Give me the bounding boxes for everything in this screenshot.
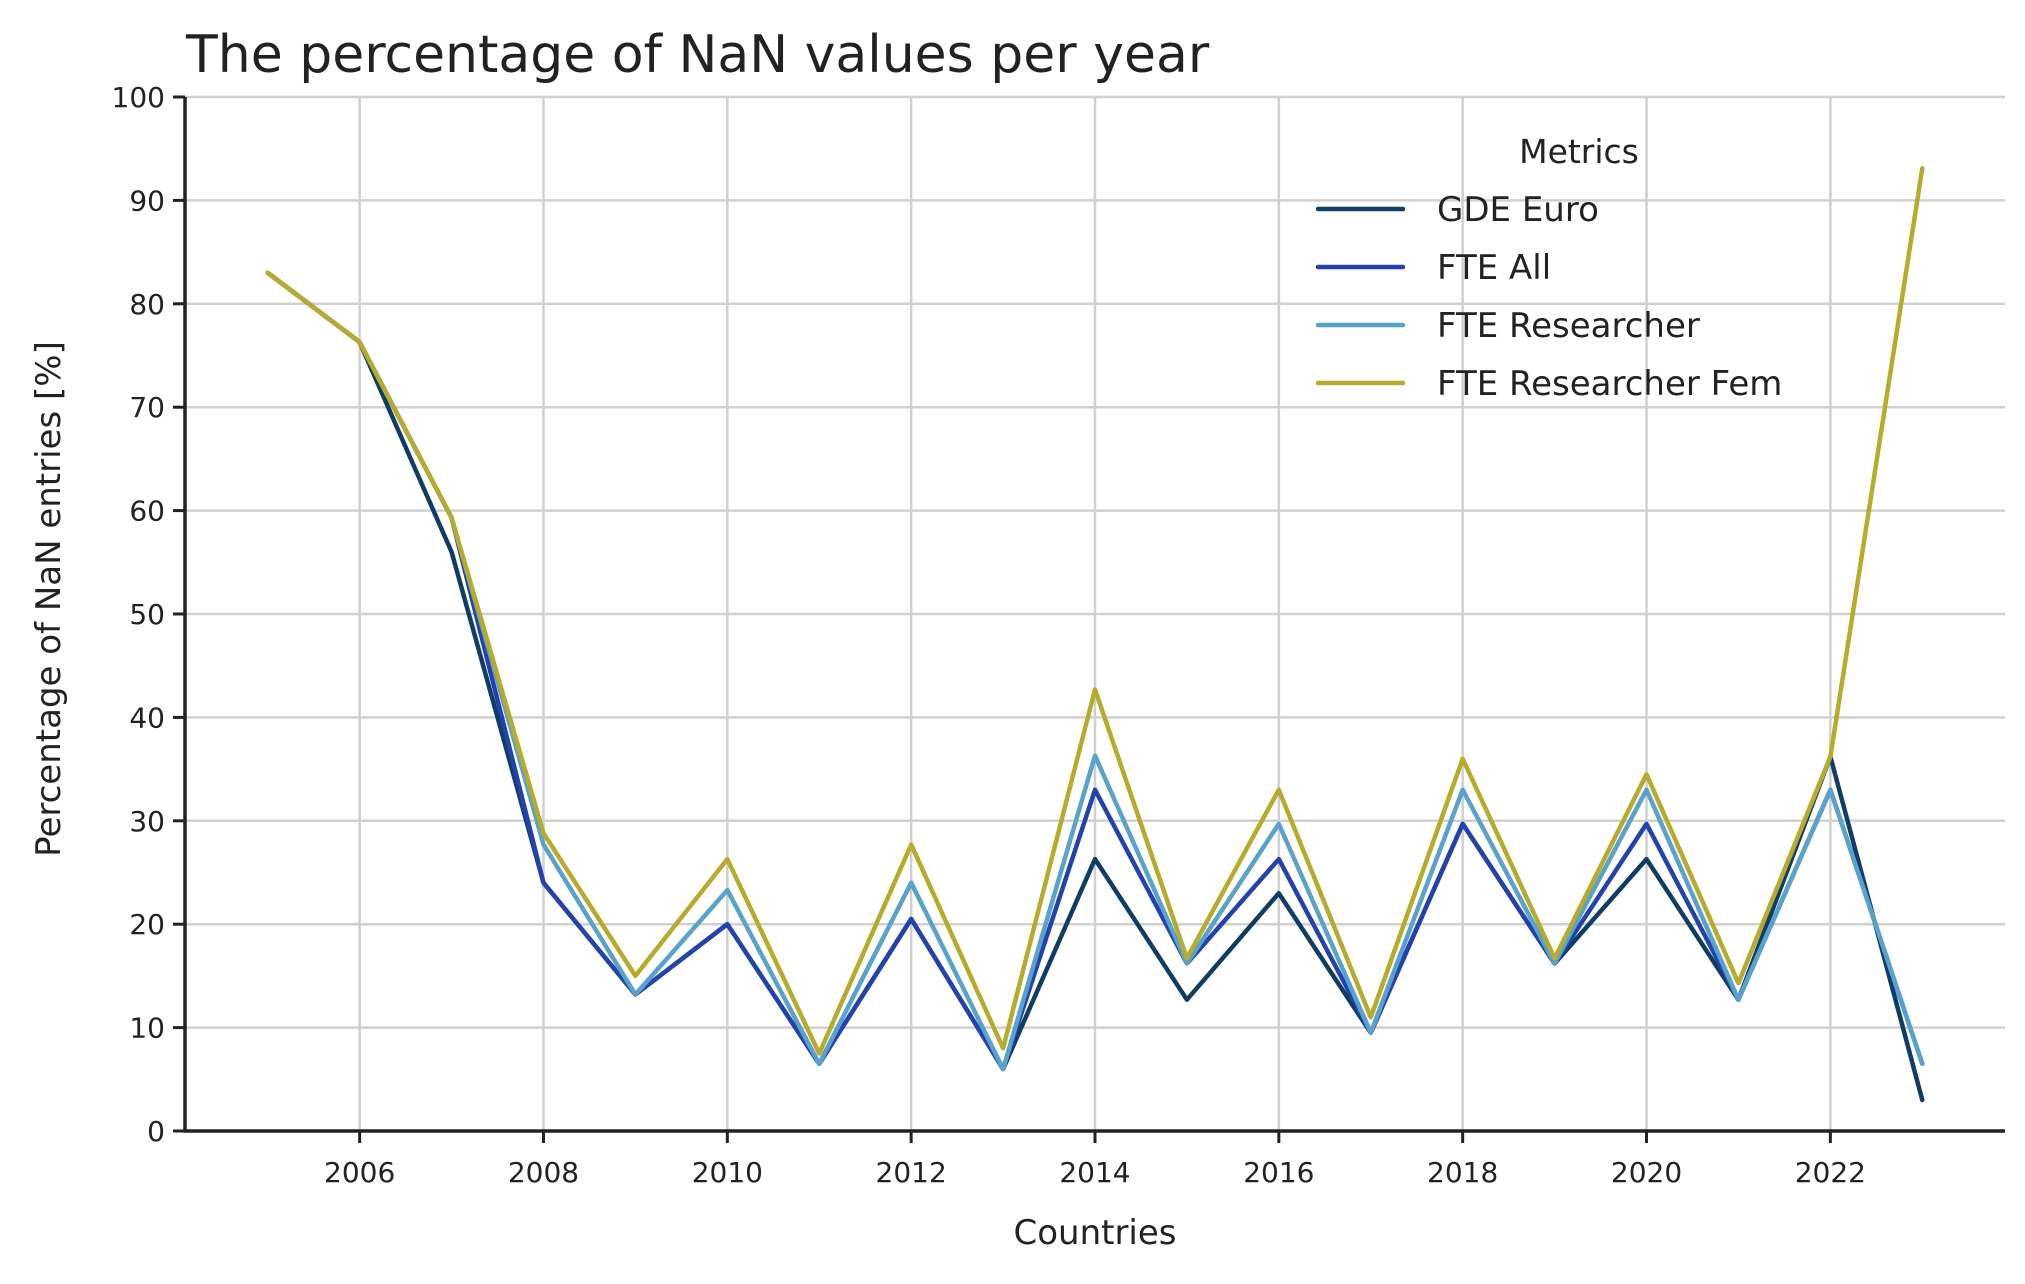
y-tick-label: 100 [112, 81, 165, 114]
y-tick-label: 20 [129, 908, 165, 941]
x-tick-label: 2014 [1059, 1156, 1130, 1189]
legend-label: FTE Researcher [1437, 306, 1700, 346]
legend-title: Metrics [1519, 132, 1639, 171]
y-tick-label: 70 [129, 391, 165, 424]
ticks: 0 10 20 30 40 50 60 70 80 90 100 2006 2008 2010 2012 20… [112, 81, 1866, 1189]
x-axis-label: Countries [1013, 1213, 1176, 1253]
series-line-fte-all [265, 270, 1925, 1072]
x-tick-label: 2018 [1427, 1156, 1498, 1189]
chart-title: The percentage of NaN values per year [185, 25, 1210, 85]
y-axis-label: Percentage of NaN entries [%] [29, 341, 69, 857]
x-tick-label: 2006 [324, 1156, 395, 1189]
x-tick-label: 2016 [1243, 1156, 1314, 1189]
series-lines [265, 166, 1925, 1103]
grid [185, 95, 2005, 1133]
y-tick-label: 30 [129, 805, 165, 838]
y-tick-label: 40 [129, 701, 165, 734]
legend-label: FTE Researcher Fem [1437, 364, 1782, 404]
y-tick-label: 50 [129, 598, 165, 631]
y-tick-label: 0 [147, 1115, 165, 1148]
y-tick-label: 80 [129, 288, 165, 321]
y-tick-label: 10 [129, 1012, 165, 1045]
x-tick-label: 2020 [1611, 1156, 1682, 1189]
legend-label: GDE Euro [1437, 190, 1599, 230]
legend-label: FTE All [1437, 248, 1551, 288]
legend: Metrics GDE Euro FTE All FTE Researcher FTE… [1315, 132, 1782, 404]
x-tick-label: 2008 [508, 1156, 579, 1189]
series-line-fte-researcher [265, 270, 1925, 1072]
x-tick-label: 2012 [876, 1156, 947, 1189]
x-tick-label: 2010 [692, 1156, 763, 1189]
y-tick-label: 90 [129, 184, 165, 217]
series-line-fte-researcher-fem [265, 166, 1925, 1056]
x-tick-label: 2022 [1795, 1156, 1866, 1189]
y-tick-label: 60 [129, 495, 165, 528]
